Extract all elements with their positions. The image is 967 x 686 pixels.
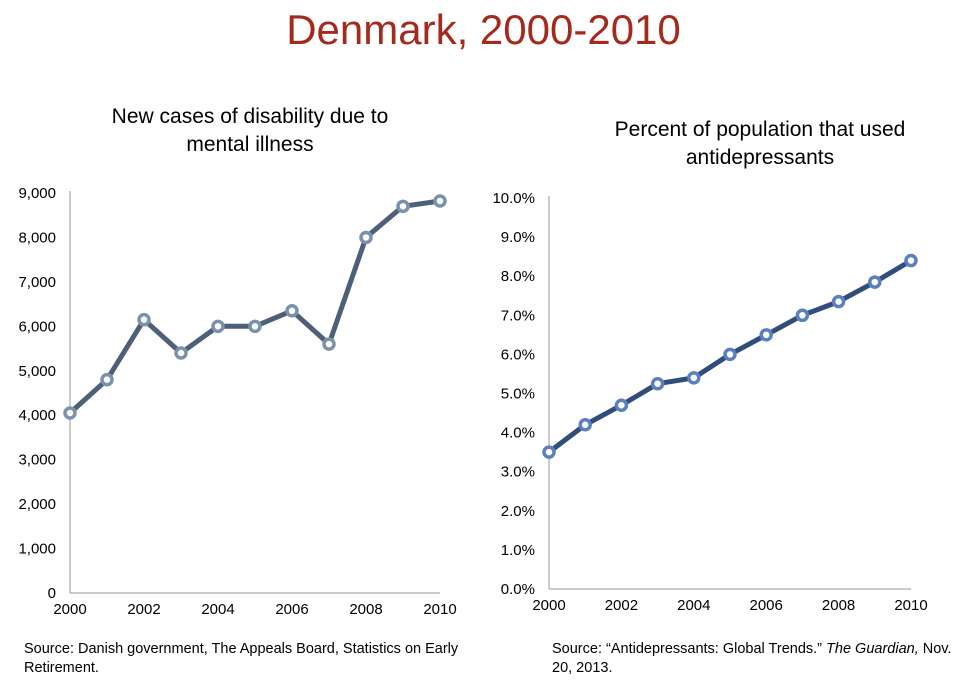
disability-y-tick-label: 9,000: [18, 185, 56, 202]
antidepressants-data-point: [831, 294, 846, 309]
disability-y-tick-label: 4,000: [18, 407, 56, 424]
disability-x-tick-label: 2000: [53, 601, 86, 618]
disability-data-point: [211, 319, 225, 334]
chart-title-disability: New cases of disability due to mental il…: [111, 105, 389, 156]
antidepressants-data-point: [868, 275, 882, 289]
source-note-right: Source: “Antidepressants: Global Trends.…: [552, 640, 962, 678]
disability-data-point: [248, 319, 262, 334]
antidepressants-y-tick-label: 7.0%: [501, 307, 535, 324]
antidepressants-data-point: [614, 398, 629, 412]
antidepressants-x-tick-label: 2000: [532, 597, 565, 614]
antidepressants-data-point: [904, 253, 918, 268]
antidepressants-data-point: [723, 347, 737, 362]
disability-y-tick-label: 8,000: [18, 229, 56, 246]
disability-data-point: [100, 372, 114, 387]
disability-y-tick-label: 3,000: [18, 452, 56, 469]
antidepressants-x-tick-label: 2006: [750, 597, 783, 614]
disability-y-tick-label: 7,000: [18, 274, 56, 291]
disability-y-tick-label: 0: [48, 585, 56, 602]
disability-x-tick-label: 2006: [275, 601, 308, 618]
disability-data-point: [433, 194, 447, 208]
antidepressants-x-tick-label: 2010: [894, 597, 927, 614]
source-right-suffix: Nov. 20, 2013.: [552, 641, 952, 676]
disability-data-point: [359, 230, 373, 245]
source-right-publication: The Guardian,: [826, 641, 919, 657]
antidepressants-data-point: [542, 445, 556, 459]
antidepressants-data-point: [795, 308, 810, 323]
source-right-prefix: Source: “Antidepressants: Global Trends.…: [552, 641, 827, 657]
antidepressants-y-tick-label: 10.0%: [492, 190, 535, 207]
antidepressants-x-tick-label: 2002: [605, 597, 638, 614]
disability-y-tick-label: 2,000: [18, 496, 56, 513]
disability-x-tick-label: 2008: [349, 601, 382, 618]
disability-data-point: [396, 199, 410, 214]
antidepressants-y-tick-label: 5.0%: [501, 386, 535, 403]
antidepressants-y-tick-label: 3.0%: [501, 464, 535, 481]
antidepressants-y-tick-label: 2.0%: [501, 503, 535, 520]
disability-y-tick-label: 1,000: [18, 541, 56, 558]
antidepressants-y-tick-label: 9.0%: [501, 229, 535, 246]
disability-y-tick-label: 5,000: [18, 363, 56, 380]
disability-data-point: [174, 346, 188, 360]
slide-title: Denmark, 2000-2010: [286, 6, 681, 53]
antidepressants-y-tick-label: 4.0%: [501, 425, 535, 442]
source-note-left: Source: Danish government, The Appeals B…: [24, 641, 459, 676]
antidepressants-y-tick-label: 0.0%: [501, 581, 535, 598]
disability-data-point: [63, 406, 77, 420]
antidepressants-x-tick-label: 2004: [677, 597, 710, 614]
antidepressants-y-tick-label: 1.0%: [501, 542, 535, 559]
disability-x-tick-label: 2010: [423, 601, 456, 618]
disability-data-point: [322, 337, 336, 351]
antidepressants-x-tick-label: 2008: [822, 597, 855, 614]
chart-title-antidepressants: Percent of population that used antidepr…: [614, 118, 906, 169]
antidepressants-data-point: [578, 418, 592, 432]
disability-y-tick-label: 6,000: [18, 318, 56, 335]
disability-x-tick-label: 2002: [127, 601, 160, 618]
disability-data-point: [137, 312, 151, 327]
antidepressants-y-tick-label: 6.0%: [501, 346, 535, 363]
disability-data-point: [285, 304, 299, 318]
antidepressants-data-point: [759, 328, 773, 342]
antidepressants-y-tick-label: 8.0%: [501, 268, 535, 285]
antidepressants-data-point: [650, 376, 665, 391]
disability-x-tick-label: 2004: [201, 601, 234, 618]
antidepressants-data-point: [687, 371, 701, 385]
